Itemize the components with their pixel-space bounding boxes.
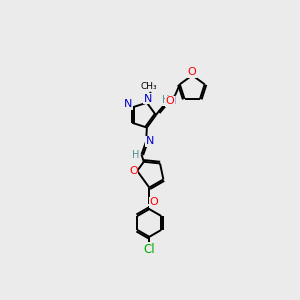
Text: H: H xyxy=(162,95,169,106)
Text: O: O xyxy=(149,197,158,207)
Text: CH₃: CH₃ xyxy=(141,82,158,91)
Text: O: O xyxy=(129,166,138,176)
Text: N: N xyxy=(168,96,176,106)
Text: H: H xyxy=(132,149,140,160)
Text: O: O xyxy=(165,96,174,106)
Text: Cl: Cl xyxy=(143,243,155,256)
Text: O: O xyxy=(188,67,197,77)
Text: N: N xyxy=(146,136,154,146)
Text: N: N xyxy=(124,99,133,109)
Text: N: N xyxy=(143,94,152,104)
